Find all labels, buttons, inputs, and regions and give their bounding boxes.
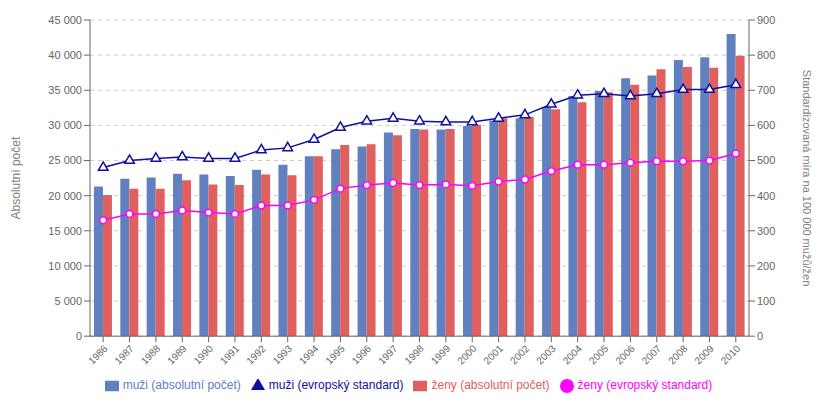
svg-text:35 000: 35 000 bbox=[48, 84, 82, 96]
svg-text:2003: 2003 bbox=[534, 343, 558, 367]
svg-text:2008: 2008 bbox=[666, 343, 690, 367]
svg-text:100: 100 bbox=[757, 295, 775, 307]
svg-text:2000: 2000 bbox=[455, 343, 479, 367]
svg-text:1989: 1989 bbox=[165, 343, 189, 367]
svg-text:2009: 2009 bbox=[692, 343, 716, 367]
svg-text:600: 600 bbox=[757, 119, 775, 131]
svg-text:1993: 1993 bbox=[271, 343, 295, 367]
svg-text:45 000: 45 000 bbox=[48, 14, 82, 26]
svg-text:700: 700 bbox=[757, 84, 775, 96]
html-text:muži (absolutní počet): muži (absolutní počet) bbox=[122, 378, 241, 393]
svg-text:Absolutní počet: Absolutní počet bbox=[9, 136, 23, 219]
svg-text:1992: 1992 bbox=[244, 343, 268, 367]
html-text:muži (evropský standard): muži (evropský standard) bbox=[268, 378, 404, 393]
svg-text:1997: 1997 bbox=[376, 343, 400, 367]
svg-text:30 000: 30 000 bbox=[48, 119, 82, 131]
svg-text:2001: 2001 bbox=[482, 343, 506, 367]
svg-text:5 000: 5 000 bbox=[54, 295, 82, 307]
svg-text:1986: 1986 bbox=[86, 343, 110, 367]
svg-text:2004: 2004 bbox=[561, 343, 585, 367]
svg-text:200: 200 bbox=[757, 260, 775, 272]
svg-text:300: 300 bbox=[757, 225, 775, 237]
svg-text:1988: 1988 bbox=[139, 343, 163, 367]
html-text:ženy (absolutní počet): ženy (absolutní počet) bbox=[431, 378, 550, 393]
svg-text:1990: 1990 bbox=[192, 343, 216, 367]
svg-text:15 000: 15 000 bbox=[48, 225, 82, 237]
svg-text:25 000: 25 000 bbox=[48, 154, 82, 166]
svg-text:1987: 1987 bbox=[112, 343, 136, 367]
svg-text:1994: 1994 bbox=[297, 343, 321, 367]
svg-text:400: 400 bbox=[757, 190, 775, 202]
svg-text:1991: 1991 bbox=[218, 343, 242, 367]
svg-text:2006: 2006 bbox=[613, 343, 637, 367]
svg-text:10 000: 10 000 bbox=[48, 260, 82, 272]
svg-text:800: 800 bbox=[757, 49, 775, 61]
svg-text:Standardizovaná míra na 100 00: Standardizovaná míra na 100 000 mužů/žen bbox=[801, 70, 813, 286]
svg-text:2005: 2005 bbox=[587, 343, 611, 367]
svg-text:1996: 1996 bbox=[350, 343, 374, 367]
svg-text:2007: 2007 bbox=[640, 343, 664, 367]
svg-text:40 000: 40 000 bbox=[48, 49, 82, 61]
svg-text:2002: 2002 bbox=[508, 343, 532, 367]
svg-text:2010: 2010 bbox=[719, 343, 743, 367]
svg-text:1999: 1999 bbox=[429, 343, 453, 367]
html-text:ženy (evropský standard): ženy (evropský standard) bbox=[577, 378, 713, 393]
svg-text:0: 0 bbox=[76, 330, 82, 342]
svg-text:20 000: 20 000 bbox=[48, 190, 82, 202]
svg-text:1995: 1995 bbox=[323, 343, 347, 367]
svg-text:1998: 1998 bbox=[402, 343, 426, 367]
svg-text:900: 900 bbox=[757, 14, 775, 26]
svg-text:0: 0 bbox=[757, 330, 763, 342]
svg-text:500: 500 bbox=[757, 154, 775, 166]
